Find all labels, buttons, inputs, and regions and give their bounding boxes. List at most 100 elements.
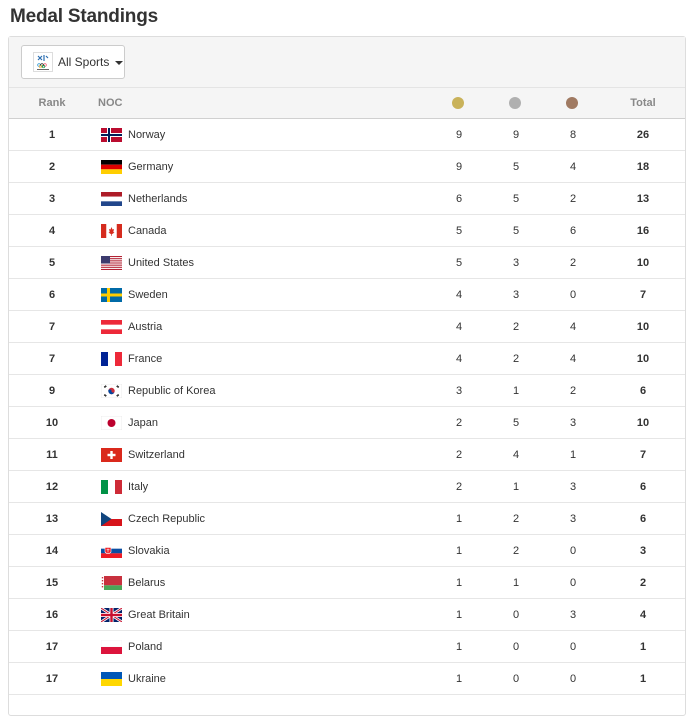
bronze-count: 4 <box>569 321 577 333</box>
rank-cell: 12 <box>45 481 59 493</box>
silver-count: 0 <box>512 641 520 653</box>
country-name[interactable]: Republic of Korea <box>128 385 216 397</box>
gold-count: 3 <box>455 385 463 397</box>
header-rank[interactable]: Rank <box>38 97 66 109</box>
table-row[interactable]: 10 Japan 2 5 3 10 <box>9 407 685 439</box>
country-name[interactable]: Switzerland <box>128 449 185 461</box>
table-row[interactable]: 7 Austria 4 2 4 10 <box>9 311 685 343</box>
table-row[interactable]: 5 United States 5 3 2 10 <box>9 247 685 279</box>
bronze-count: 2 <box>569 257 577 269</box>
korea-flag-icon <box>101 384 122 398</box>
table-row[interactable]: 1 Norway 9 9 8 26 <box>9 119 685 151</box>
gold-count: 5 <box>455 225 463 237</box>
table-row[interactable]: 13 Czech Republic 1 2 3 6 <box>9 503 685 535</box>
table-row[interactable]: 16 Great Britain 1 0 3 4 <box>9 599 685 631</box>
page-title: Medal Standings <box>10 6 158 27</box>
table-row[interactable]: 14 Slovakia 1 2 0 3 <box>9 535 685 567</box>
total-count: 26 <box>636 129 650 141</box>
silver-medal-icon[interactable] <box>509 97 521 109</box>
sweden-flag-icon <box>101 288 122 302</box>
total-count: 2 <box>639 577 647 589</box>
gold-count: 2 <box>455 481 463 493</box>
rank-cell: 17 <box>45 673 59 685</box>
country-name[interactable]: France <box>128 353 163 365</box>
pyeongchang-emblem-icon <box>33 52 53 72</box>
country-name[interactable]: Great Britain <box>128 609 190 621</box>
table-row[interactable]: 4 Canada 5 5 6 16 <box>9 215 685 247</box>
gold-count: 1 <box>455 545 463 557</box>
country-name[interactable]: Japan <box>128 417 158 429</box>
country-name[interactable]: Ukraine <box>128 673 166 685</box>
silver-count: 4 <box>512 449 520 461</box>
silver-count: 0 <box>512 673 520 685</box>
switzerland-flag-icon <box>101 448 122 462</box>
country-name[interactable]: Canada <box>128 225 167 237</box>
japan-flag-icon <box>101 416 122 430</box>
germany-flag-icon <box>101 160 122 174</box>
total-count: 7 <box>639 449 647 461</box>
total-count: 10 <box>636 353 650 365</box>
table-row[interactable]: 17 Poland 1 0 0 1 <box>9 631 685 663</box>
bronze-count: 3 <box>569 481 577 493</box>
poland-flag-icon <box>101 640 122 654</box>
country-name[interactable]: Austria <box>128 321 163 333</box>
total-count: 6 <box>639 481 647 493</box>
header-noc[interactable]: NOC <box>98 97 123 109</box>
silver-count: 1 <box>512 481 520 493</box>
country-name[interactable]: Belarus <box>128 577 166 589</box>
bronze-count: 4 <box>569 353 577 365</box>
table-row[interactable]: 11 Switzerland 2 4 1 7 <box>9 439 685 471</box>
total-count: 6 <box>639 385 647 397</box>
norway-flag-icon <box>101 128 122 142</box>
country-name[interactable]: Germany <box>128 161 174 173</box>
table-row[interactable]: 12 Italy 2 1 3 6 <box>9 471 685 503</box>
rank-cell: 6 <box>48 289 56 301</box>
gold-medal-icon[interactable] <box>452 97 464 109</box>
filter-toolbar: All Sports <box>9 37 685 88</box>
country-name[interactable]: Norway <box>128 129 166 141</box>
table-row[interactable]: 7 France 4 2 4 10 <box>9 343 685 375</box>
silver-count: 1 <box>512 385 520 397</box>
table-row[interactable]: 9 Republic of Korea 3 1 2 6 <box>9 375 685 407</box>
bronze-medal-icon[interactable] <box>566 97 578 109</box>
country-name[interactable]: Czech Republic <box>128 513 206 525</box>
bronze-count: 8 <box>569 129 577 141</box>
country-name[interactable]: Sweden <box>128 289 168 301</box>
rank-cell: 1 <box>48 129 56 141</box>
silver-count: 2 <box>512 353 520 365</box>
country-name[interactable]: Poland <box>128 641 163 653</box>
rank-cell: 15 <box>45 577 59 589</box>
bronze-count: 3 <box>569 513 577 525</box>
total-count: 10 <box>636 321 650 333</box>
table-row[interactable]: 2 Germany 9 5 4 18 <box>9 151 685 183</box>
table-row[interactable]: 6 Sweden 4 3 0 7 <box>9 279 685 311</box>
filter-label: All Sports <box>58 55 110 69</box>
table-row[interactable]: 15 Belarus 1 1 0 2 <box>9 567 685 599</box>
header-total[interactable]: Total <box>630 97 656 109</box>
country-name[interactable]: Slovakia <box>128 545 170 557</box>
country-name[interactable]: Italy <box>128 481 149 493</box>
table-row[interactable]: 3 Netherlands 6 5 2 13 <box>9 183 685 215</box>
rank-cell: 4 <box>48 225 56 237</box>
sports-filter-dropdown[interactable]: All Sports <box>21 45 125 79</box>
rank-cell: 7 <box>48 353 56 365</box>
total-count: 18 <box>636 161 650 173</box>
austria-flag-icon <box>101 320 122 334</box>
table-row[interactable]: 17 Ukraine 1 0 0 1 <box>9 663 685 695</box>
total-count: 1 <box>639 641 647 653</box>
silver-count: 3 <box>512 257 520 269</box>
total-count: 7 <box>639 289 647 301</box>
rank-cell: 10 <box>45 417 59 429</box>
gold-count: 4 <box>455 353 463 365</box>
rank-cell: 16 <box>45 609 59 621</box>
gold-count: 1 <box>455 513 463 525</box>
belarus-flag-icon <box>101 576 122 590</box>
gold-count: 9 <box>455 129 463 141</box>
great-britain-flag-icon <box>101 608 122 622</box>
silver-count: 5 <box>512 161 520 173</box>
standings-list: 1 Norway 9 9 8 26 2 Germany 9 5 4 18 3 Netherlands 6 5 2… <box>9 119 685 695</box>
rank-cell: 14 <box>45 545 59 557</box>
france-flag-icon <box>101 352 122 366</box>
country-name[interactable]: United States <box>128 257 195 269</box>
country-name[interactable]: Netherlands <box>128 193 188 205</box>
